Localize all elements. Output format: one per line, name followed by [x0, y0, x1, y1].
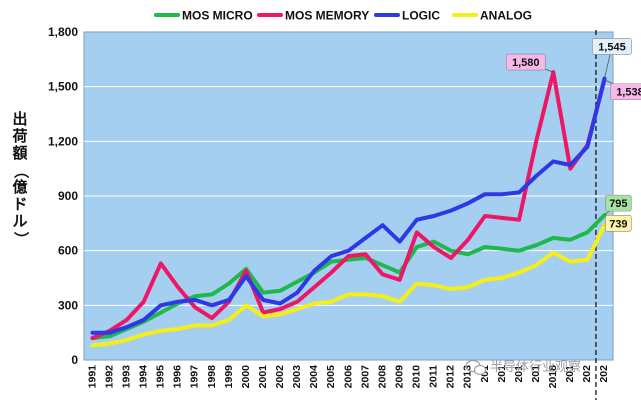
annotation-label: 1,538 [616, 87, 641, 99]
y-tick-label: 300 [58, 298, 78, 312]
legend-label: MOS MICRO [182, 9, 253, 23]
x-tick-label: 2003 [291, 365, 303, 389]
y-axis-label-char: 荷 [12, 127, 27, 145]
x-tick-label: 2009 [393, 365, 405, 389]
y-axis-label-char: ） [12, 231, 30, 246]
legend-item-mos-memory: MOS MEMORY [257, 9, 369, 23]
y-axis-label-char: 額 [11, 144, 27, 162]
annotations: 1,580 1,545 1,538 795 739 [505, 38, 641, 232]
annotation-1580: 1,580 [505, 53, 554, 73]
x-tick-label: 201 [530, 365, 542, 383]
annotation-label: 795 [609, 198, 627, 210]
x-tick-label: 2001 [257, 365, 269, 389]
legend-label: ANALOG [480, 9, 532, 23]
watermark: 半导体行业观察 [465, 359, 581, 376]
x-tick-label: 2004 [308, 365, 320, 389]
series-line-analog [90, 223, 607, 348]
y-axis-label-char: 出 [12, 110, 27, 128]
legend: MOS MICRO MOS MEMORY LOGIC ANALOG [154, 9, 532, 23]
x-axis-ticks: 1991 1992 1993 1994 1995 1996 1997 1998 1999 2000… [86, 365, 610, 389]
y-tick-label: 1,200 [48, 134, 78, 148]
x-tick-label: 2008 [376, 365, 388, 389]
annotation-1545: 1,545 [592, 38, 632, 79]
x-tick-label: 2006 [342, 365, 354, 389]
x-tick-label: 2013 [462, 365, 474, 389]
annotation-box [605, 194, 632, 212]
y-axis-label-char: 億 [12, 178, 27, 196]
x-tick-label: 2000 [240, 365, 252, 389]
x-tick-label: 2011 [428, 365, 440, 388]
x-tick-label: 1993 [120, 365, 132, 389]
x-tick-label: 1994 [138, 365, 150, 389]
y-axis-ticks: 0 300 600 900 1,200 1,500 1,800 [48, 25, 78, 367]
x-tick-label: 2002 [274, 365, 286, 389]
x-tick-label: 202 [598, 365, 610, 383]
annotation-box [505, 53, 546, 71]
annotation-795: 795 [604, 194, 632, 216]
legend-label: LOGIC [402, 9, 440, 23]
wechat-icon [465, 359, 487, 376]
series-line-logic [90, 76, 607, 335]
annotation-1538: 1,538 [604, 79, 641, 101]
x-tick-label: 1991 [86, 365, 98, 389]
x-tick-label: 1999 [223, 365, 235, 389]
y-tick-label: 600 [58, 244, 78, 258]
y-tick-label: 900 [58, 189, 78, 203]
y-tick-label: 0 [71, 353, 78, 367]
legend-item-mos-micro: MOS MICRO [154, 9, 253, 23]
annotation-box [605, 215, 632, 232]
annotation-label: 1,545 [598, 41, 626, 53]
x-tick-label: 1992 [103, 365, 115, 389]
series-lines [90, 70, 607, 348]
x-tick-label: 201 [496, 365, 508, 383]
legend-label: MOS MEMORY [285, 9, 369, 23]
x-tick-label: 1995 [155, 365, 167, 389]
y-tick-label: 1,800 [48, 25, 78, 39]
annotation-739: 739 [604, 215, 632, 232]
y-axis-label-char: ル [12, 213, 27, 230]
x-tick-label: 201 [564, 365, 576, 383]
x-tick-label: 2012 [445, 365, 457, 389]
watermark-text: 半导体行业观察 [490, 359, 581, 374]
y-axis-label-char: ド [12, 196, 27, 213]
y-axis-label: 出荷額（億ドル） [11, 110, 30, 247]
x-tick-label: 2007 [359, 365, 371, 389]
y-axis-label-char: （ [12, 163, 30, 178]
x-tick-label: 202 [581, 365, 593, 383]
annotation-label: 739 [609, 218, 627, 230]
x-tick-label: 1997 [189, 365, 201, 389]
x-tick-label: 2010 [411, 365, 423, 389]
legend-item-logic: LOGIC [374, 9, 440, 23]
annotation-box [610, 83, 641, 101]
x-tick-label: 2018 [547, 365, 559, 389]
legend-item-analog: ANALOG [452, 9, 532, 23]
series-line-mos-memory [90, 70, 607, 341]
annotation-box [592, 38, 632, 55]
x-tick-label: 1996 [172, 365, 184, 389]
x-tick-label: 201 [513, 365, 525, 383]
x-tick-label: 2005 [325, 365, 337, 389]
annotation-label: 1,580 [512, 57, 540, 69]
x-tick-label: 1998 [206, 365, 218, 389]
y-tick-label: 1,500 [48, 80, 78, 94]
